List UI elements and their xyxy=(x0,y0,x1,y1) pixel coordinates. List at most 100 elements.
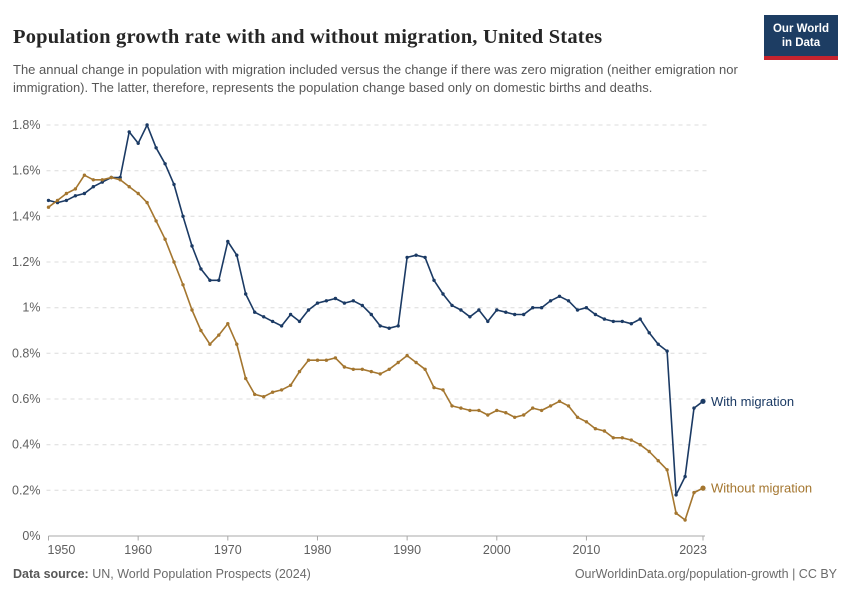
series-point-without-migration[interactable] xyxy=(486,413,490,417)
series-point-without-migration[interactable] xyxy=(423,367,427,371)
series-point-without-migration[interactable] xyxy=(441,388,445,392)
series-point-without-migration[interactable] xyxy=(199,328,203,333)
series-point-without-migration[interactable] xyxy=(342,365,347,369)
series-point-with-migration[interactable] xyxy=(692,406,696,410)
series-point-with-migration[interactable] xyxy=(235,253,239,257)
series-point-with-migration[interactable] xyxy=(297,319,302,324)
series-point-without-migration[interactable] xyxy=(656,459,660,463)
series-point-without-migration[interactable] xyxy=(73,187,78,191)
series-point-without-migration[interactable] xyxy=(396,360,400,365)
series-point-with-migration[interactable] xyxy=(279,324,284,328)
series-point-without-migration[interactable] xyxy=(306,358,311,362)
series-point-without-migration[interactable] xyxy=(324,358,329,362)
series-point-with-migration[interactable] xyxy=(387,326,391,330)
series-point-with-migration[interactable] xyxy=(226,239,230,244)
series-point-with-migration[interactable] xyxy=(73,194,78,198)
series-point-without-migration[interactable] xyxy=(64,191,69,196)
series-point-with-migration[interactable] xyxy=(46,198,51,203)
series-point-with-migration[interactable] xyxy=(360,303,364,308)
series-point-without-migration[interactable] xyxy=(127,185,131,189)
series-line-without-migration[interactable] xyxy=(47,174,704,521)
series-point-without-migration[interactable] xyxy=(226,322,230,326)
series-point-with-migration[interactable] xyxy=(557,294,562,298)
series-point-with-migration[interactable] xyxy=(584,306,589,310)
series-point-without-migration[interactable] xyxy=(262,395,266,399)
series-point-with-migration[interactable] xyxy=(459,308,463,312)
series-point-with-migration[interactable] xyxy=(477,308,481,312)
series-point-with-migration[interactable] xyxy=(154,146,158,150)
series-point-without-migration[interactable] xyxy=(665,468,669,472)
series-point-with-migration[interactable] xyxy=(333,296,338,301)
series-point-with-migration[interactable] xyxy=(602,317,607,321)
series-point-with-migration[interactable] xyxy=(495,308,499,312)
series-point-without-migration[interactable] xyxy=(297,369,302,374)
series-point-with-migration[interactable] xyxy=(513,312,517,317)
series-point-without-migration[interactable] xyxy=(611,436,615,440)
series-point-with-migration[interactable] xyxy=(423,255,427,260)
series-point-with-migration[interactable] xyxy=(306,308,311,312)
series-point-without-migration[interactable] xyxy=(522,413,526,417)
series-point-without-migration[interactable] xyxy=(584,420,589,424)
series-point-with-migration[interactable] xyxy=(324,299,329,303)
series-point-without-migration[interactable] xyxy=(360,367,364,371)
series-point-with-migration[interactable] xyxy=(441,292,445,296)
series-point-without-migration[interactable] xyxy=(513,415,517,419)
series-point-with-migration[interactable] xyxy=(638,317,642,321)
series-point-without-migration[interactable] xyxy=(181,283,185,287)
series-point-with-migration[interactable] xyxy=(486,319,490,324)
series-point-without-migration[interactable] xyxy=(154,219,158,223)
series-point-without-migration[interactable] xyxy=(620,436,624,440)
series-point-without-migration[interactable] xyxy=(82,173,87,177)
series-point-with-migration[interactable] xyxy=(396,324,400,328)
series-point-with-migration[interactable] xyxy=(64,198,69,203)
series-point-without-migration[interactable] xyxy=(217,333,221,337)
series-point-with-migration[interactable] xyxy=(172,182,176,187)
series-point-with-migration[interactable] xyxy=(432,278,436,282)
series-point-with-migration[interactable] xyxy=(647,331,651,335)
series-point-without-migration[interactable] xyxy=(55,198,60,203)
series-point-without-migration[interactable] xyxy=(459,406,463,410)
series-point-with-migration[interactable] xyxy=(665,349,669,353)
series-point-with-migration[interactable] xyxy=(181,214,185,218)
series-point-without-migration[interactable] xyxy=(531,406,535,410)
series-point-without-migration[interactable] xyxy=(369,369,373,374)
series-point-without-migration[interactable] xyxy=(629,438,633,442)
series-point-with-migration[interactable] xyxy=(414,253,418,257)
owid-logo[interactable]: Our World in Data xyxy=(763,15,838,60)
attribution-link[interactable]: OurWorldinData.org/population-growth | C… xyxy=(574,567,837,581)
series-point-without-migration[interactable] xyxy=(539,408,544,413)
series-point-with-migration[interactable] xyxy=(539,306,544,310)
series-point-without-migration[interactable] xyxy=(145,200,149,205)
series-point-without-migration[interactable] xyxy=(575,415,580,419)
series-point-with-migration[interactable] xyxy=(190,244,194,248)
series-point-without-migration[interactable] xyxy=(109,175,114,180)
series-point-without-migration[interactable] xyxy=(593,427,598,431)
series-point-without-migration[interactable] xyxy=(270,390,275,394)
series-point-without-migration[interactable] xyxy=(136,191,140,196)
series-point-with-migration[interactable] xyxy=(136,141,140,145)
series-point-without-migration[interactable] xyxy=(118,178,122,182)
series-point-without-migration[interactable] xyxy=(253,392,257,397)
series-point-without-migration[interactable] xyxy=(235,342,239,346)
series-point-without-migration[interactable] xyxy=(315,358,320,362)
series-point-without-migration[interactable] xyxy=(208,342,212,346)
series-point-without-migration[interactable] xyxy=(432,385,436,390)
series-point-with-migration[interactable] xyxy=(575,308,580,312)
series-point-with-migration[interactable] xyxy=(262,315,266,319)
series-point-without-migration[interactable] xyxy=(674,511,678,515)
series-point-with-migration[interactable] xyxy=(82,191,87,196)
series-point-without-migration[interactable] xyxy=(91,178,96,182)
series-point-without-migration[interactable] xyxy=(602,429,607,433)
series-point-with-migration[interactable] xyxy=(253,310,257,314)
series-point-with-migration[interactable] xyxy=(288,312,293,317)
series-point-without-migration[interactable] xyxy=(163,237,167,241)
series-point-without-migration[interactable] xyxy=(692,490,696,495)
series-point-with-migration[interactable] xyxy=(531,306,535,310)
series-point-without-migration[interactable] xyxy=(638,443,642,447)
series-point-without-migration[interactable] xyxy=(504,411,508,415)
series-point-with-migration[interactable] xyxy=(656,342,660,346)
series-point-with-migration[interactable] xyxy=(629,322,633,326)
series-point-with-migration[interactable] xyxy=(620,319,624,324)
series-point-without-migration[interactable] xyxy=(450,404,454,408)
series-point-without-migration[interactable] xyxy=(557,399,562,403)
